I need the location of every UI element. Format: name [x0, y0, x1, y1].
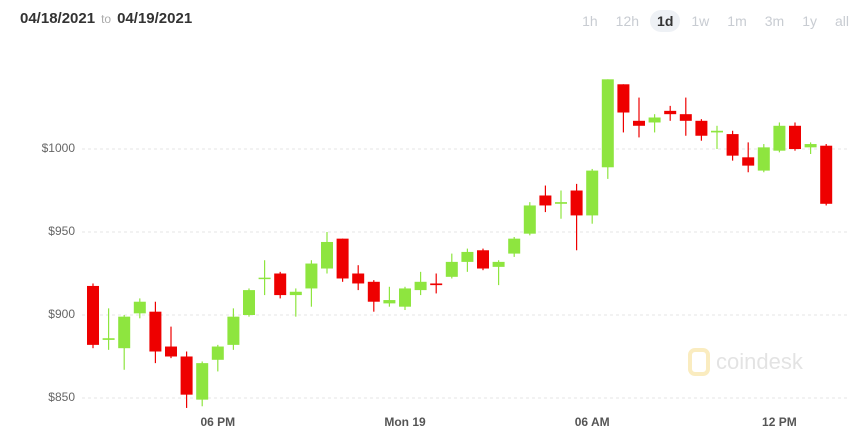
y-tick-label: $1000: [42, 141, 76, 155]
candle-body: [227, 316, 240, 345]
date-range: 04/18/2021 to 04/19/2021: [20, 10, 192, 27]
candle-body: [789, 125, 801, 150]
candle-body: [773, 125, 786, 151]
candle-body: [352, 273, 365, 284]
candle-body: [508, 238, 521, 254]
from-date: 04/18/2021: [20, 10, 96, 27]
candle-body: [149, 311, 162, 352]
candle-body: [289, 291, 302, 296]
candle-body: [118, 316, 131, 349]
candle-body: [570, 190, 583, 216]
range-button[interactable]: 1d: [650, 10, 681, 32]
watermark: coindesk: [688, 348, 804, 376]
candle-body: [679, 114, 692, 121]
candle-body: [477, 250, 489, 269]
candle-body: [820, 145, 833, 204]
candle-body: [430, 283, 443, 286]
y-tick-label: $850: [48, 390, 75, 404]
candle-body: [258, 277, 271, 280]
x-tick-label: 06 PM: [200, 415, 235, 429]
candle-body: [804, 144, 817, 148]
candle-body: [196, 363, 209, 400]
to-word: to: [101, 12, 112, 26]
range-button[interactable]: 12h: [615, 13, 640, 29]
candle-body: [648, 117, 661, 123]
watermark-text: coindesk: [716, 349, 804, 374]
watermark-logo: [688, 348, 710, 376]
candle-body: [102, 338, 115, 340]
candle-body: [617, 84, 630, 113]
x-tick-label: 06 AM: [575, 415, 610, 429]
candle-body: [367, 281, 380, 302]
candle-body: [601, 79, 614, 168]
candle-body: [539, 195, 552, 206]
candle-body: [555, 202, 567, 204]
candle-body: [165, 346, 177, 357]
candle-body: [492, 261, 505, 267]
candle-body: [180, 356, 193, 395]
x-tick-label: 12 PM: [762, 415, 797, 429]
candle-body: [742, 157, 755, 166]
candle-body: [711, 130, 723, 133]
candle-body: [321, 241, 333, 269]
candle-body: [757, 147, 770, 171]
candle-body: [461, 251, 474, 262]
candle-body: [523, 205, 536, 234]
candle-body: [586, 170, 599, 216]
candle-body: [211, 346, 224, 360]
range-button[interactable]: all: [834, 13, 849, 29]
candle-body: [726, 134, 739, 156]
candle-body: [305, 263, 318, 289]
range-button[interactable]: 1h: [582, 13, 598, 29]
range-button[interactable]: 1w: [691, 13, 710, 29]
y-tick-label: $900: [48, 307, 75, 321]
range-selector: 1h 12h 1d 1w 1m 3m 1y all: [575, 10, 856, 32]
range-button[interactable]: 3m: [764, 13, 785, 29]
candle-body: [383, 300, 396, 304]
candle-body: [336, 238, 349, 279]
candle-body: [664, 110, 677, 115]
candle-body: [243, 290, 255, 315]
to-date: 04/19/2021: [117, 10, 193, 27]
x-tick-label: Mon 19: [384, 415, 426, 429]
candle-body: [414, 281, 427, 291]
y-tick-label: $950: [48, 224, 75, 238]
range-button[interactable]: 1y: [802, 13, 817, 29]
candle-body: [133, 301, 146, 314]
candle-body: [695, 120, 708, 136]
candle-body: [87, 285, 99, 345]
candle-body: [399, 288, 411, 307]
candle-body: [274, 273, 287, 296]
range-button[interactable]: 1m: [727, 13, 747, 29]
candle-body: [633, 120, 645, 126]
candle-body: [445, 261, 458, 277]
